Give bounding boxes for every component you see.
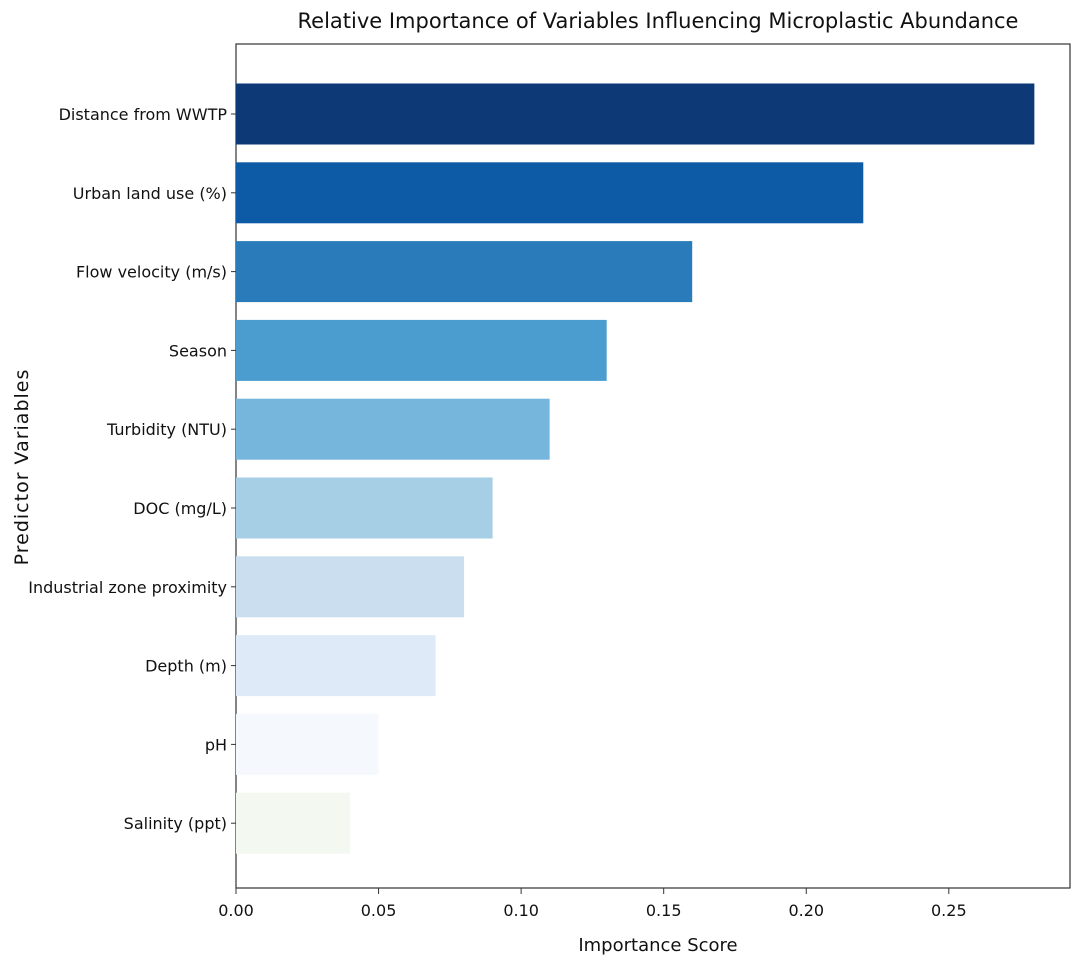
y-axis-label: Predictor Variables: [11, 369, 33, 566]
y-tick-label: DOC (mg/L): [133, 499, 227, 518]
bar-1: [236, 162, 864, 224]
chart-title: Relative Importance of Variables Influen…: [298, 9, 1019, 33]
x-tick-label: 0.00: [218, 901, 254, 920]
bar-7: [236, 635, 436, 697]
y-tick-label: Season: [169, 341, 227, 360]
x-tick-label: 0.20: [788, 901, 824, 920]
plot-area-frame: [235, 43, 1071, 889]
y-tick-label: Urban land use (%): [73, 184, 227, 203]
y-tick-label: Salinity (ppt): [124, 814, 227, 833]
bar-3: [236, 319, 607, 381]
x-axis-label: Importance Score: [578, 935, 737, 956]
y-tick-label: Depth (m): [145, 657, 227, 676]
bar-6: [236, 556, 465, 618]
bar-8: [236, 713, 379, 775]
y-tick-label: Turbidity (NTU): [106, 420, 227, 439]
bar-9: [236, 792, 351, 854]
y-tick-label: Industrial zone proximity: [28, 578, 227, 597]
bar-4: [236, 398, 550, 460]
bars-layer: [236, 83, 1035, 854]
y-tick-label: Distance from WWTP: [59, 105, 228, 124]
bar-0: [236, 83, 1035, 145]
bar-5: [236, 477, 493, 539]
y-tick-label: pH: [205, 735, 227, 754]
x-tick-label: 0.15: [646, 901, 682, 920]
y-tick-label: Flow velocity (m/s): [76, 263, 227, 282]
x-tick-label: 0.10: [503, 901, 539, 920]
bar-2: [236, 241, 693, 303]
y-axis-ticks: Distance from WWTP Urban land use (%) Flow…: [28, 105, 236, 833]
x-tick-label: 0.25: [931, 901, 967, 920]
x-tick-label: 0.05: [361, 901, 397, 920]
x-axis-ticks: 0.00 0.05 0.10 0.15 0.20 0.25: [218, 888, 967, 920]
